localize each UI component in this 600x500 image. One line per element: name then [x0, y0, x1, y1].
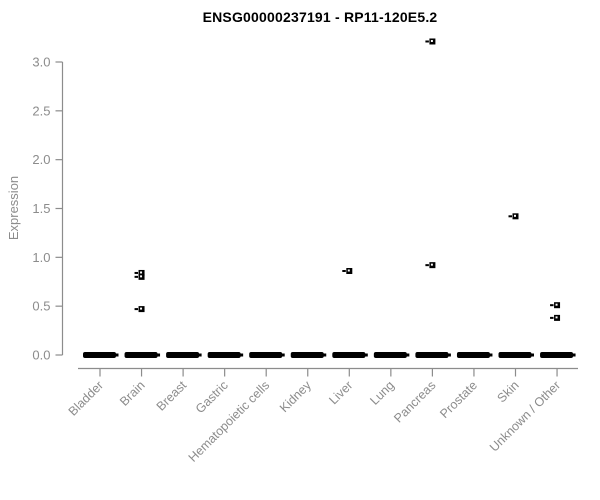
zero-cluster-bar	[249, 352, 283, 358]
zero-cluster-bar	[363, 353, 368, 357]
zero-cluster-bar	[207, 352, 241, 358]
zero-cluster-bar	[124, 352, 158, 358]
data-point-hole	[140, 271, 143, 274]
zero-cluster-bar	[166, 352, 200, 358]
x-tick-label: Pancreas	[391, 378, 438, 425]
chart-title: ENSG00000237191 - RP11-120E5.2	[202, 9, 438, 25]
data-point	[134, 306, 145, 313]
zero-cluster-bar	[321, 353, 327, 357]
x-tick-label: Gastric	[193, 378, 231, 416]
data-point-jitter-dash	[425, 264, 429, 267]
zero-cluster-bar	[415, 352, 449, 358]
x-tick-label: Prostate	[437, 378, 480, 421]
data-point-jitter-dash	[342, 270, 346, 273]
data-point-hole	[514, 214, 516, 217]
data-point	[425, 38, 436, 45]
zero-cluster-bar	[373, 352, 407, 358]
y-tick-label: 1.0	[32, 250, 50, 265]
data-point-jitter-dash	[134, 308, 139, 311]
data-point-hole	[140, 275, 143, 278]
zero-cluster-bar	[498, 352, 532, 358]
data-point	[134, 269, 145, 276]
zero-cluster-bar	[540, 352, 574, 358]
data-point	[550, 314, 561, 321]
x-tick-label: Unknown / Other	[487, 378, 563, 454]
data-point-jitter-dash	[134, 275, 139, 278]
x-tick-label: Liver	[326, 378, 355, 407]
data-point-hole	[347, 269, 350, 272]
zero-cluster-bar	[197, 353, 202, 357]
zero-cluster-bar	[238, 353, 244, 357]
x-tick-label: Kidney	[277, 378, 314, 415]
data-point-hole	[140, 307, 143, 310]
y-tick-label: 0.0	[32, 348, 50, 363]
zero-cluster-bar	[155, 353, 161, 357]
zero-cluster-bar	[114, 353, 119, 357]
data-point-jitter-dash	[425, 40, 429, 43]
data-point	[508, 213, 519, 220]
zero-cluster-bar	[456, 352, 490, 358]
data-point-jitter-dash	[508, 215, 512, 218]
x-tick-label: Hematopoietic cells	[186, 378, 273, 465]
x-tick-label: Skin	[495, 378, 522, 405]
y-tick-label: 2.0	[32, 152, 50, 167]
zero-cluster-bar	[529, 353, 534, 357]
y-tick-label: 3.0	[32, 54, 50, 69]
zero-cluster-bar	[446, 353, 451, 357]
data-point	[134, 273, 145, 280]
data-point	[550, 302, 561, 309]
y-tick-label: 2.5	[32, 103, 50, 118]
zero-cluster-bar	[487, 353, 493, 357]
data-point-hole	[430, 39, 433, 42]
data-point-hole	[430, 263, 433, 266]
data-point	[425, 262, 436, 269]
x-tick-label: Brain	[117, 378, 148, 409]
x-tick-label: Bladder	[66, 378, 106, 418]
x-tick-label: Breast	[154, 378, 190, 414]
x-tick-label: Lung	[367, 378, 397, 408]
zero-cluster-bar	[571, 353, 576, 357]
zero-cluster-bar	[280, 353, 285, 357]
data-point-jitter-dash	[134, 271, 139, 274]
data-point-hole	[555, 303, 558, 306]
zero-cluster-bar	[404, 353, 410, 357]
data-point-hole	[555, 316, 558, 319]
zero-cluster-bar	[290, 352, 324, 358]
data-point	[342, 268, 353, 275]
data-point-jitter-dash	[550, 304, 554, 307]
y-tick-label: 0.5	[32, 299, 50, 314]
zero-cluster-bar	[332, 352, 366, 358]
zero-cluster-bar	[83, 352, 116, 358]
y-tick-label: 1.5	[32, 201, 50, 216]
data-point-jitter-dash	[550, 316, 554, 319]
